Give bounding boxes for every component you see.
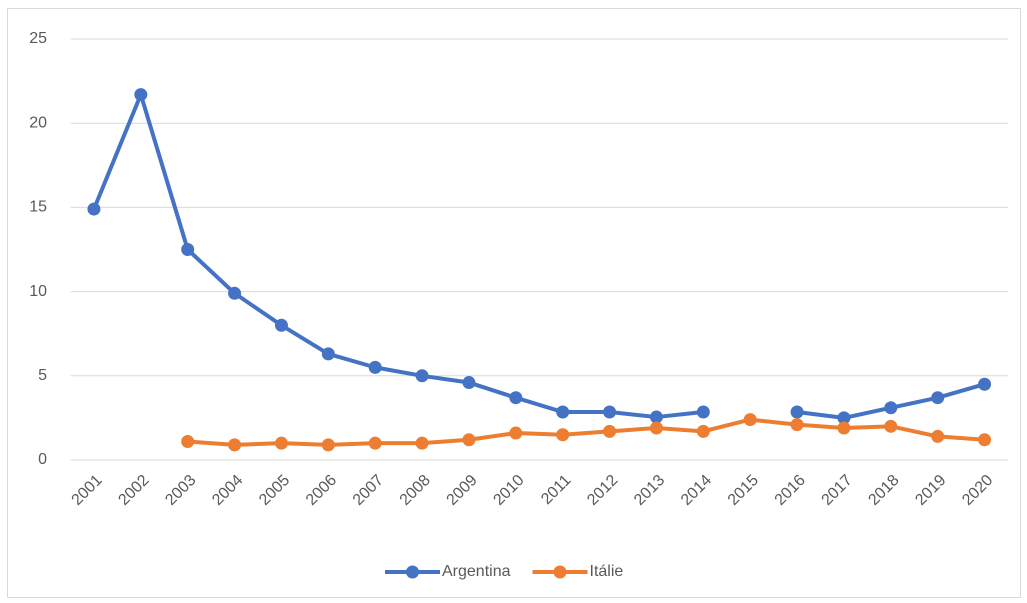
legend-label: Itálie bbox=[590, 563, 624, 580]
y-tick-label: 10 bbox=[29, 283, 47, 300]
point bbox=[743, 413, 757, 427]
point bbox=[837, 411, 851, 425]
point bbox=[649, 421, 663, 435]
point bbox=[228, 438, 242, 452]
point bbox=[321, 347, 335, 361]
point bbox=[181, 434, 195, 448]
point bbox=[87, 202, 101, 216]
point bbox=[556, 428, 570, 442]
y-tick-label: 0 bbox=[38, 451, 47, 468]
point bbox=[556, 405, 570, 419]
point bbox=[884, 419, 898, 433]
point bbox=[790, 418, 804, 432]
point bbox=[696, 405, 710, 419]
point bbox=[603, 405, 617, 419]
point bbox=[321, 438, 335, 452]
point bbox=[837, 421, 851, 435]
point bbox=[274, 318, 288, 332]
point bbox=[931, 391, 945, 405]
point bbox=[462, 376, 476, 390]
point bbox=[368, 360, 382, 374]
series-line bbox=[187, 417, 985, 447]
point bbox=[603, 424, 617, 438]
point bbox=[134, 88, 148, 102]
y-tick-label: 25 bbox=[29, 30, 47, 47]
point bbox=[181, 243, 195, 256]
legend-marker bbox=[406, 565, 419, 579]
y-tick-label: 15 bbox=[29, 199, 47, 216]
y-tick-label: 5 bbox=[38, 367, 47, 384]
point bbox=[274, 436, 288, 450]
y-tick-label: 20 bbox=[29, 114, 47, 131]
point bbox=[509, 391, 523, 405]
point bbox=[884, 401, 898, 415]
point bbox=[509, 426, 523, 440]
legend-label: Argentina bbox=[442, 563, 511, 580]
point bbox=[790, 405, 804, 419]
legend-marker bbox=[553, 565, 567, 579]
point bbox=[415, 369, 429, 383]
point bbox=[696, 424, 710, 438]
point bbox=[978, 433, 992, 447]
chart-border bbox=[7, 8, 1021, 598]
point bbox=[462, 433, 476, 447]
point bbox=[368, 436, 382, 450]
point bbox=[415, 436, 429, 450]
point bbox=[228, 286, 242, 300]
point bbox=[649, 410, 663, 424]
point bbox=[978, 377, 992, 391]
point bbox=[931, 429, 945, 443]
